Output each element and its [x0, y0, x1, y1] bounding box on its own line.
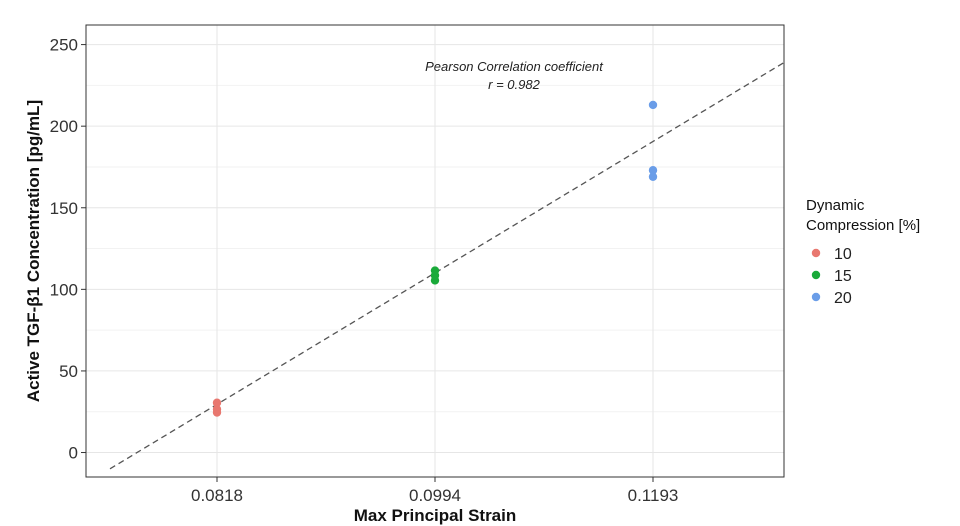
legend: Dynamic Compression [%] 10 15 20: [806, 197, 920, 307]
correlation-annotation-line1: Pearson Correlation coefficient: [425, 59, 604, 74]
data-point-15: [430, 276, 440, 285]
legend-label-10: 10: [834, 246, 852, 263]
trend-line: [109, 61, 785, 470]
grid-lines: [86, 25, 784, 477]
data-point-20: [648, 100, 658, 110]
x-tick-label: 0.0818: [191, 486, 243, 505]
y-tick-label: 100: [50, 280, 78, 299]
x-axis-title: Max Principal Strain: [354, 506, 517, 525]
data-point-20: [648, 166, 658, 175]
data-points: [212, 100, 658, 417]
legend-swatch-10: [811, 248, 821, 258]
x-tick-label: 0.0994: [409, 486, 461, 505]
legend-swatch-15: [811, 270, 821, 280]
y-tick-label: 0: [69, 444, 78, 463]
x-axis-ticks: 0.0818 0.0994 0.1193: [191, 477, 678, 505]
data-point-10: [212, 408, 222, 417]
correlation-annotation-line2: r = 0.982: [488, 77, 540, 92]
data-point-20: [648, 172, 658, 181]
y-axis-title: Active TGF-β1 Concentration [pg/mL]: [24, 100, 43, 402]
y-axis-ticks: 0 50 100 150 200 250: [50, 36, 86, 463]
y-tick-label: 50: [59, 362, 78, 381]
legend-title-line2: Compression [%]: [806, 217, 920, 234]
y-tick-label: 150: [50, 199, 78, 218]
x-tick-label: 0.1193: [628, 486, 679, 505]
legend-swatch-20: [811, 292, 821, 302]
y-tick-label: 250: [50, 36, 78, 55]
y-tick-label: 200: [50, 117, 78, 136]
legend-label-20: 20: [834, 290, 852, 307]
legend-label-15: 15: [834, 268, 852, 285]
legend-title-line1: Dynamic: [806, 197, 865, 214]
data-point-10: [212, 398, 222, 407]
